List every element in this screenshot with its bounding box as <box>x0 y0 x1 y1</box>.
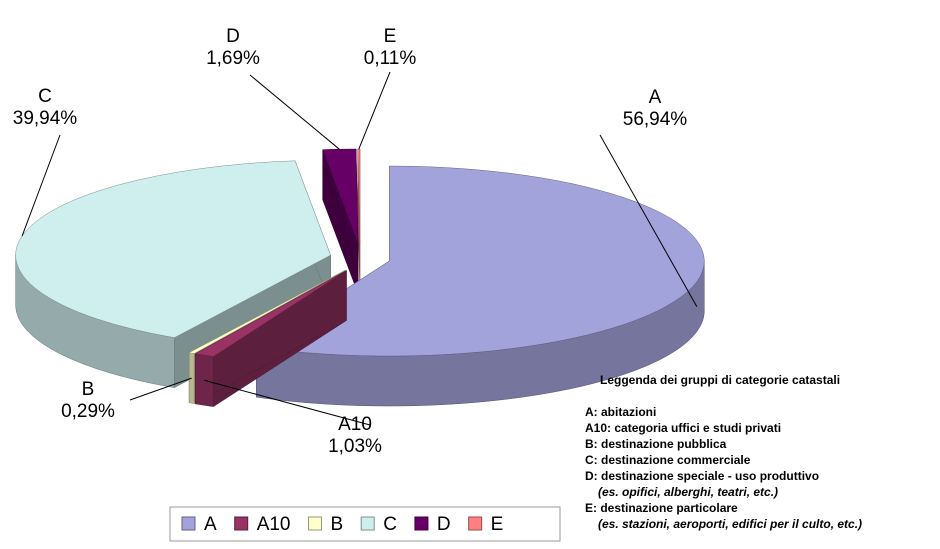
legend-label: A <box>204 514 217 535</box>
legend-swatch <box>234 516 249 531</box>
legend-label: D <box>437 514 451 535</box>
description-note: (es. opifici, alberghi, teatri, etc.) <box>598 485 778 499</box>
slice-top <box>255 165 705 357</box>
slice-value: 1,03% <box>328 436 382 457</box>
slice <box>357 148 361 295</box>
slice-value: 1,69% <box>206 48 260 69</box>
description-item: A: abitazioni <box>585 405 656 419</box>
legend-swatch <box>181 516 196 531</box>
legend-swatch <box>414 516 429 531</box>
slice-value: 56,94% <box>623 109 688 130</box>
slice-value: 0,29% <box>61 401 115 422</box>
slice-name: C <box>38 86 52 107</box>
legend-label: A10 <box>257 514 291 535</box>
slice-name: B <box>82 379 95 400</box>
leader-line <box>358 71 391 150</box>
description-title: Leggenda dei gruppi di categorie catasta… <box>600 373 840 387</box>
description: A: abitazioni A10: categoria uffici e stu… <box>585 405 862 531</box>
legend: A A10 B C D E <box>181 514 504 535</box>
pie <box>15 148 705 408</box>
slice-value: 0,11% <box>364 48 417 69</box>
slice-name: E <box>384 26 397 47</box>
leader-line <box>249 74 340 150</box>
legend-label: E <box>491 514 504 535</box>
legend-swatch <box>468 516 483 531</box>
leader-line <box>21 134 61 237</box>
description-item: C: destinazione commerciale <box>585 453 751 467</box>
slice-value: 39,94% <box>13 108 78 129</box>
slice-name: A <box>649 87 662 108</box>
legend-label: B <box>331 514 344 535</box>
leader-line <box>204 379 371 426</box>
leader-line <box>599 134 698 307</box>
slice-top <box>15 160 331 338</box>
slice-name: D <box>226 26 240 47</box>
slice-top <box>188 269 346 354</box>
description-item: B: destinazione pubblica <box>585 437 727 451</box>
slice-top <box>194 270 347 357</box>
description-item: A10: categoria uffici e studi privati <box>585 421 781 435</box>
description-item: E: destinazione particolare <box>585 501 738 515</box>
slice-name: A10 <box>338 414 372 435</box>
leader-line <box>129 377 192 401</box>
legend-swatch <box>308 516 322 531</box>
slice-side <box>188 352 195 404</box>
description-note: (es. stazioni, aeroporti, edifici per il… <box>598 517 862 531</box>
description-item: D: destinazione speciale - uso produttiv… <box>585 469 819 483</box>
legend-label: C <box>383 514 397 535</box>
legend-swatch <box>360 516 375 531</box>
